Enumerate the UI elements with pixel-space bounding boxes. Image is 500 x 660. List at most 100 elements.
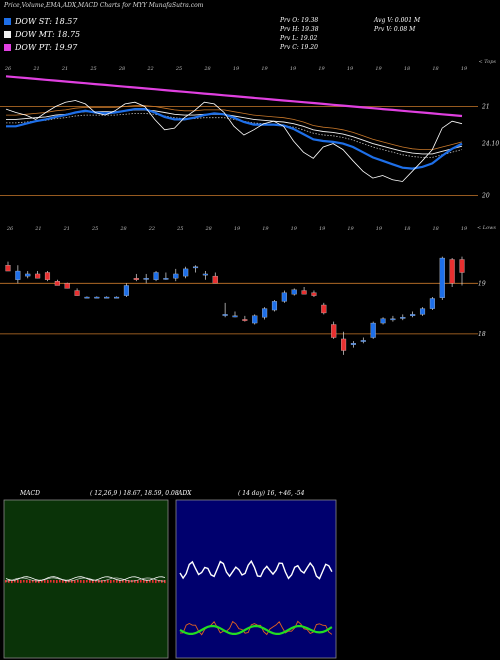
ema-band-upper-line (6, 105, 463, 151)
candle-body (15, 270, 21, 280)
candle-body (321, 304, 327, 314)
candle-body (212, 275, 218, 284)
candle-body (232, 315, 238, 318)
macd-histogram-bar (149, 580, 151, 583)
price-value-label: 24.10 (481, 141, 499, 148)
top-tick-label: 19 (375, 66, 382, 72)
top-tick-label: 28 (118, 66, 125, 72)
macd-histogram-bar (14, 580, 16, 583)
candle-body (271, 301, 278, 311)
macd-histogram-bar (137, 580, 139, 584)
candle-body (123, 285, 129, 296)
candle-body (331, 324, 337, 338)
macd-signal-line (5, 577, 166, 582)
candle-axis-label-19: 19 (478, 280, 486, 287)
macd-histogram-bar (155, 580, 157, 584)
top-tick-label: 19 (290, 66, 297, 72)
top-tick-label: 19 (262, 226, 269, 232)
macd-params: ( 12,26,9 ) 18.67, 18.59, 0.08 (90, 490, 179, 497)
prev-high: Prv H: 19.38 (280, 26, 319, 33)
adx-background (175, 499, 337, 659)
top-tick-label: 26 (6, 226, 14, 232)
top-tick-label: 19 (347, 66, 354, 72)
macd-histogram-bar (125, 580, 127, 583)
macd-histogram-bar (146, 580, 148, 584)
macd-histogram-bar (11, 580, 13, 584)
macd-histogram-bar (101, 580, 103, 584)
candle-body (419, 308, 426, 315)
candle-body (449, 259, 455, 284)
macd-histogram-bar (128, 580, 130, 584)
candle-body (459, 259, 465, 273)
candle-axis-label-18: 18 (478, 331, 486, 338)
macd-histogram-bar (74, 580, 76, 584)
price-axis-label-20: 20 (481, 192, 490, 199)
macd-histogram-bar (134, 580, 136, 583)
adx-label: ADX (178, 490, 192, 497)
macd-histogram-bar (104, 580, 106, 583)
candle-body (114, 296, 120, 299)
top-tick-label: 19 (461, 226, 468, 232)
candle-body (380, 318, 386, 324)
candle-body (133, 278, 139, 280)
candle-body (222, 314, 228, 316)
top-tick-label: 25 (91, 226, 98, 232)
tops-label: < Tops (478, 59, 496, 65)
macd-histogram-bar (122, 580, 124, 583)
prev-low: Prv L: 19.02 (280, 35, 318, 42)
macd-histogram-bar (53, 580, 55, 583)
top-tick-label: 28 (204, 226, 211, 232)
macd-histogram-bar (62, 580, 64, 583)
top-tick-label: 19 (234, 226, 241, 232)
candle-body (173, 273, 179, 279)
candle-body (281, 292, 287, 302)
candle-body (242, 319, 248, 321)
macd-histogram-bar (44, 580, 46, 583)
price-line (5, 100, 463, 182)
top-tick-label: 22 (146, 66, 153, 72)
top-tick-label: 18 (404, 226, 410, 232)
top-tick-label: 19 (319, 226, 326, 232)
candle-body (252, 315, 258, 324)
candle-body (44, 272, 51, 280)
candle-body (291, 289, 297, 295)
macd-histogram-bar (89, 580, 91, 583)
candle-body (54, 281, 60, 286)
macd-histogram-bar (80, 580, 82, 583)
macd-histogram-bar (29, 580, 31, 584)
candle-body (64, 283, 70, 289)
candle-body (143, 278, 149, 280)
ema-slow-line (5, 75, 463, 118)
macd-histogram-bar (20, 580, 22, 584)
candle-body (84, 296, 90, 299)
top-tick-label: 21 (34, 226, 41, 232)
candle-body (94, 296, 100, 299)
prev-open: Prv O: 19.38 (280, 17, 319, 24)
top-tick-label: 19 (347, 226, 354, 232)
candle-body (390, 318, 396, 321)
adx-params: ( 14 day) 16, +46, -54 (238, 490, 305, 497)
candle-body (25, 273, 31, 277)
candle-body (341, 338, 347, 351)
top-tick-label: 19 (233, 66, 240, 72)
dow-st-swatch (4, 18, 11, 25)
lows-label: < Lows (477, 225, 496, 231)
top-tick-label: 19 (261, 66, 268, 72)
macd-histogram-bar (161, 580, 163, 583)
macd-histogram-bar (38, 580, 40, 584)
macd-histogram-bar (107, 580, 109, 583)
top-tick-label: 25 (175, 66, 182, 72)
prev-volume: Prv V: 0.08 M (374, 26, 416, 33)
dow-mt-legend: DOW MT: 18.75 (4, 30, 80, 39)
macd-histogram-bar (164, 580, 166, 584)
top-tick-label: 21 (61, 66, 68, 72)
macd-histogram-bar (47, 580, 49, 584)
candle-body (439, 257, 445, 298)
top-tick-label: 28 (203, 66, 210, 72)
candle-body (74, 290, 80, 296)
macd-histogram-bar (35, 580, 37, 583)
macd-histogram-bar (158, 580, 160, 583)
top-tick-label: 25 (89, 66, 96, 72)
candle-body (153, 272, 159, 280)
